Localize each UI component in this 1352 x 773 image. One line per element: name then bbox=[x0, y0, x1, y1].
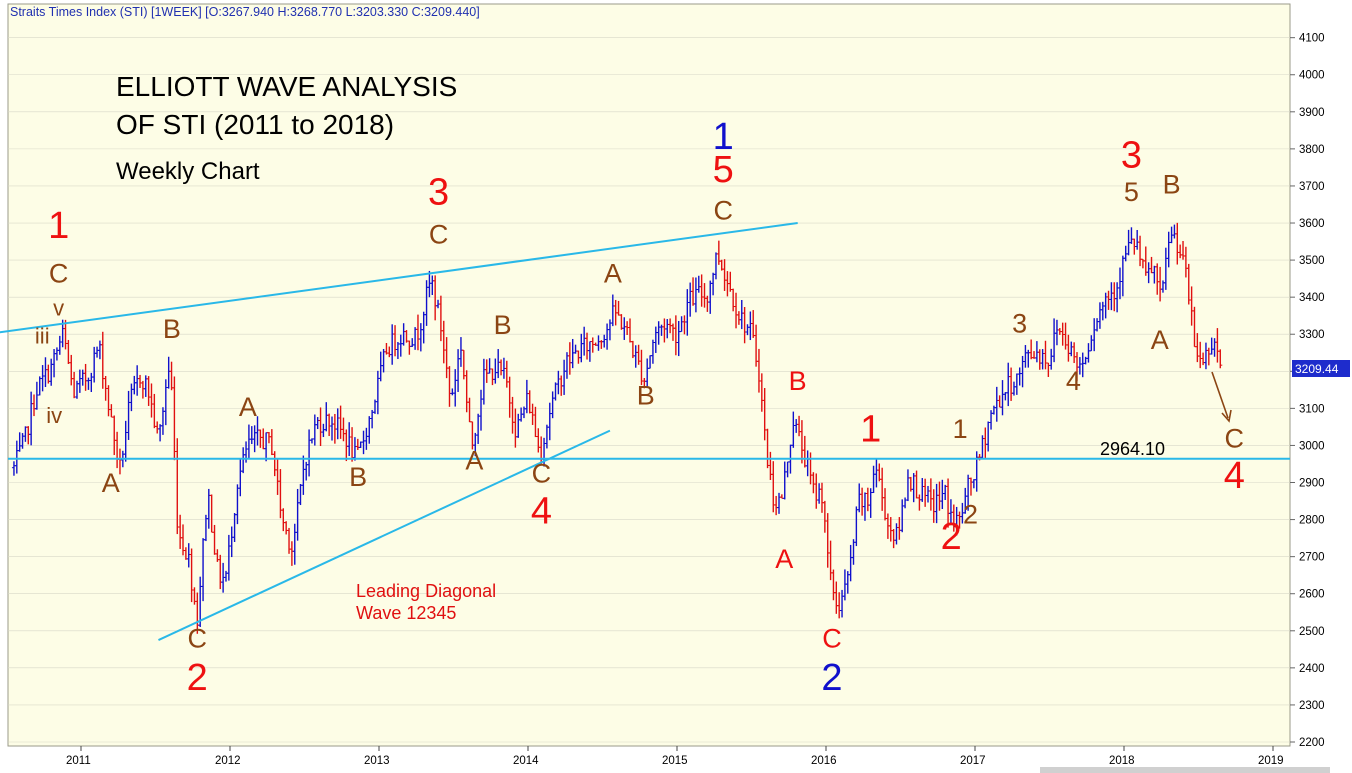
y-tick-label: 2300 bbox=[1299, 700, 1325, 712]
x-tick-label: 2017 bbox=[960, 755, 986, 767]
wave-label: 1 bbox=[48, 205, 69, 247]
y-tick-label: 2800 bbox=[1299, 515, 1325, 527]
chart-subtitle: Weekly Chart bbox=[116, 158, 260, 185]
x-tick-label: 2016 bbox=[811, 755, 837, 767]
scrollbar-thumb[interactable] bbox=[1040, 767, 1330, 773]
x-tick-label: 2014 bbox=[513, 755, 539, 767]
y-tick-label: 3800 bbox=[1299, 144, 1325, 156]
wave-label: 1 bbox=[713, 116, 734, 158]
wave-label: v bbox=[53, 296, 64, 321]
lower-trendline bbox=[158, 429, 611, 641]
y-tick-label: 3700 bbox=[1299, 181, 1325, 193]
wave-label: 2 bbox=[187, 657, 208, 699]
wave-label: A bbox=[465, 446, 483, 476]
chart-title-line1: ELLIOTT WAVE ANALYSIS bbox=[116, 71, 457, 102]
y-tick-label: 3300 bbox=[1299, 329, 1325, 341]
grid-layer bbox=[8, 37, 1290, 743]
projection-arrowhead bbox=[1221, 409, 1232, 423]
x-tick-label: 2011 bbox=[66, 755, 91, 767]
y-tick-label: 3000 bbox=[1299, 440, 1325, 452]
x-axis: 2011 2012 2013 2014 2015 2016 2017 2018 2019 bbox=[66, 746, 1284, 767]
wave-label: 3 bbox=[1121, 134, 1142, 176]
wave-label: 2 bbox=[941, 516, 962, 558]
wave-label: B bbox=[163, 314, 181, 344]
wave-label: B bbox=[349, 462, 367, 492]
annotation-line2: Wave 12345 bbox=[356, 603, 456, 623]
wave-label: C bbox=[822, 623, 842, 653]
wave-label: 1 bbox=[860, 409, 881, 451]
upper-trendline bbox=[0, 222, 798, 334]
chart-header: Straits Times Index (STI) [1WEEK] [O:326… bbox=[10, 5, 480, 19]
y-tick-label: 4100 bbox=[1299, 33, 1325, 45]
y-tick-label: 2700 bbox=[1299, 552, 1325, 564]
x-tick-label: 2018 bbox=[1109, 755, 1135, 767]
support-level-label: 2964.10 bbox=[1100, 439, 1165, 459]
wave-label: A bbox=[1151, 325, 1169, 355]
wave-label: A bbox=[239, 392, 257, 422]
wave-label: C bbox=[429, 219, 449, 249]
y-tick-label: 2400 bbox=[1299, 663, 1325, 675]
y-axis: 2200 2300 2400 2500 2600 2700 2800 2900 3000 3100… bbox=[1290, 33, 1325, 749]
wave-label: 3 bbox=[428, 171, 449, 213]
last-price-box bbox=[1292, 360, 1350, 377]
wave-label: 2 bbox=[821, 657, 842, 699]
y-tick-label: 3500 bbox=[1299, 255, 1325, 267]
y-tick-label: 2900 bbox=[1299, 478, 1325, 490]
x-tick-label: 2013 bbox=[364, 755, 390, 767]
wave-label: C bbox=[1225, 423, 1245, 453]
wave-label: B bbox=[789, 366, 807, 396]
wave-label: C bbox=[49, 258, 69, 288]
wave-label: iii bbox=[35, 323, 50, 348]
wave-label: B bbox=[637, 381, 655, 411]
y-tick-label: 2600 bbox=[1299, 589, 1325, 601]
wave-label: 2 bbox=[963, 499, 978, 529]
wave-label: 3 bbox=[1012, 308, 1027, 338]
y-tick-label: 4000 bbox=[1299, 70, 1325, 82]
y-tick-label: 3400 bbox=[1299, 292, 1325, 304]
x-tick-label: 2012 bbox=[215, 755, 241, 767]
wave-label: iv bbox=[46, 403, 62, 428]
y-tick-label: 3600 bbox=[1299, 218, 1325, 230]
wave-label: C bbox=[532, 459, 552, 489]
y-tick-label: 3900 bbox=[1299, 107, 1325, 119]
wave-label: 4 bbox=[531, 490, 552, 532]
wave-label: 1 bbox=[953, 414, 968, 444]
wave-label: B bbox=[494, 310, 512, 340]
annotation-line1: Leading Diagonal bbox=[356, 581, 496, 601]
wave-label: A bbox=[102, 468, 120, 498]
wave-label: 5 bbox=[1124, 177, 1139, 207]
wave-label: C bbox=[713, 195, 733, 225]
wave-label: 4 bbox=[1066, 366, 1081, 396]
wave-label: C bbox=[187, 623, 207, 653]
last-price-label: 3209.44 bbox=[1295, 362, 1339, 376]
wave-label: 5 bbox=[713, 149, 734, 191]
chart-title-line2: OF STI (2011 to 2018) bbox=[116, 109, 394, 140]
y-tick-label: 2200 bbox=[1299, 737, 1325, 749]
x-tick-label: 2015 bbox=[662, 755, 688, 767]
y-tick-label: 2500 bbox=[1299, 626, 1325, 638]
x-tick-label: 2019 bbox=[1258, 755, 1284, 767]
wave-label: B bbox=[1163, 169, 1181, 199]
wave-label: A bbox=[775, 544, 793, 574]
trendlines bbox=[0, 222, 1290, 641]
projection-arrow bbox=[1211, 371, 1229, 419]
wave-label: 4 bbox=[1224, 455, 1245, 497]
wave-label: A bbox=[604, 258, 622, 288]
y-tick-label: 3100 bbox=[1299, 403, 1325, 415]
